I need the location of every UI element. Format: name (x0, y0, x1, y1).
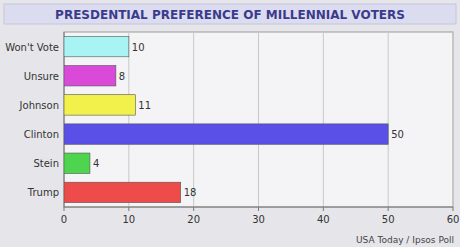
bar (64, 66, 116, 86)
category-label: Johnson (19, 100, 59, 111)
tick-label: 30 (252, 214, 265, 225)
bar (64, 182, 181, 202)
x-axis-line (64, 207, 453, 208)
data-label: 50 (391, 129, 404, 140)
grid-line (388, 32, 389, 207)
data-label: 4 (93, 158, 99, 169)
title-band (4, 4, 456, 24)
tick-label: 0 (61, 214, 67, 225)
grid-line (453, 32, 454, 207)
bar (64, 36, 129, 56)
bars (64, 36, 388, 202)
tick-mark (128, 207, 129, 211)
plot-area (64, 32, 453, 207)
tick-label: 60 (447, 214, 460, 225)
grid-line (323, 32, 324, 207)
data-label: 8 (119, 71, 125, 82)
category-label: Won't Vote (5, 42, 59, 53)
category-label: Unsure (24, 71, 59, 82)
title: PRESDENTIAL PREFERENCE OF MILLENNIAL VOT… (55, 8, 405, 22)
category-label: Clinton (24, 129, 59, 140)
chart-svg: PRESDENTIAL PREFERENCE OF MILLENNIAL VOT… (0, 0, 460, 247)
tick-mark (258, 207, 259, 211)
tick-mark (193, 207, 194, 211)
grid-line (128, 32, 129, 207)
tick-label: 10 (122, 214, 135, 225)
bar (64, 95, 135, 115)
bar (64, 124, 388, 144)
grid-line (193, 32, 194, 207)
background (0, 0, 460, 247)
category-label: Stein (33, 158, 59, 169)
grid-line (64, 32, 65, 207)
page: {"chart_data": {"type": "bar", "orientat… (0, 0, 460, 247)
grid-line (258, 32, 259, 207)
y-axis-line (64, 32, 65, 207)
data-label: 11 (138, 100, 151, 111)
source-note: USA Today / Ipsos Poll (356, 235, 454, 245)
chart-container: PRESDENTIAL PREFERENCE OF MILLENNIAL VOT… (0, 0, 460, 247)
tick-mark (453, 207, 454, 211)
category-label: Trump (27, 187, 59, 198)
tick-label: 40 (317, 214, 330, 225)
data-label: 18 (184, 187, 197, 198)
tick-mark (323, 207, 324, 211)
bar (64, 153, 90, 173)
data-label: 10 (132, 42, 145, 53)
tick-mark (388, 207, 389, 211)
tick-label: 50 (382, 214, 395, 225)
tick-mark (64, 207, 65, 211)
tick-label: 20 (187, 214, 200, 225)
